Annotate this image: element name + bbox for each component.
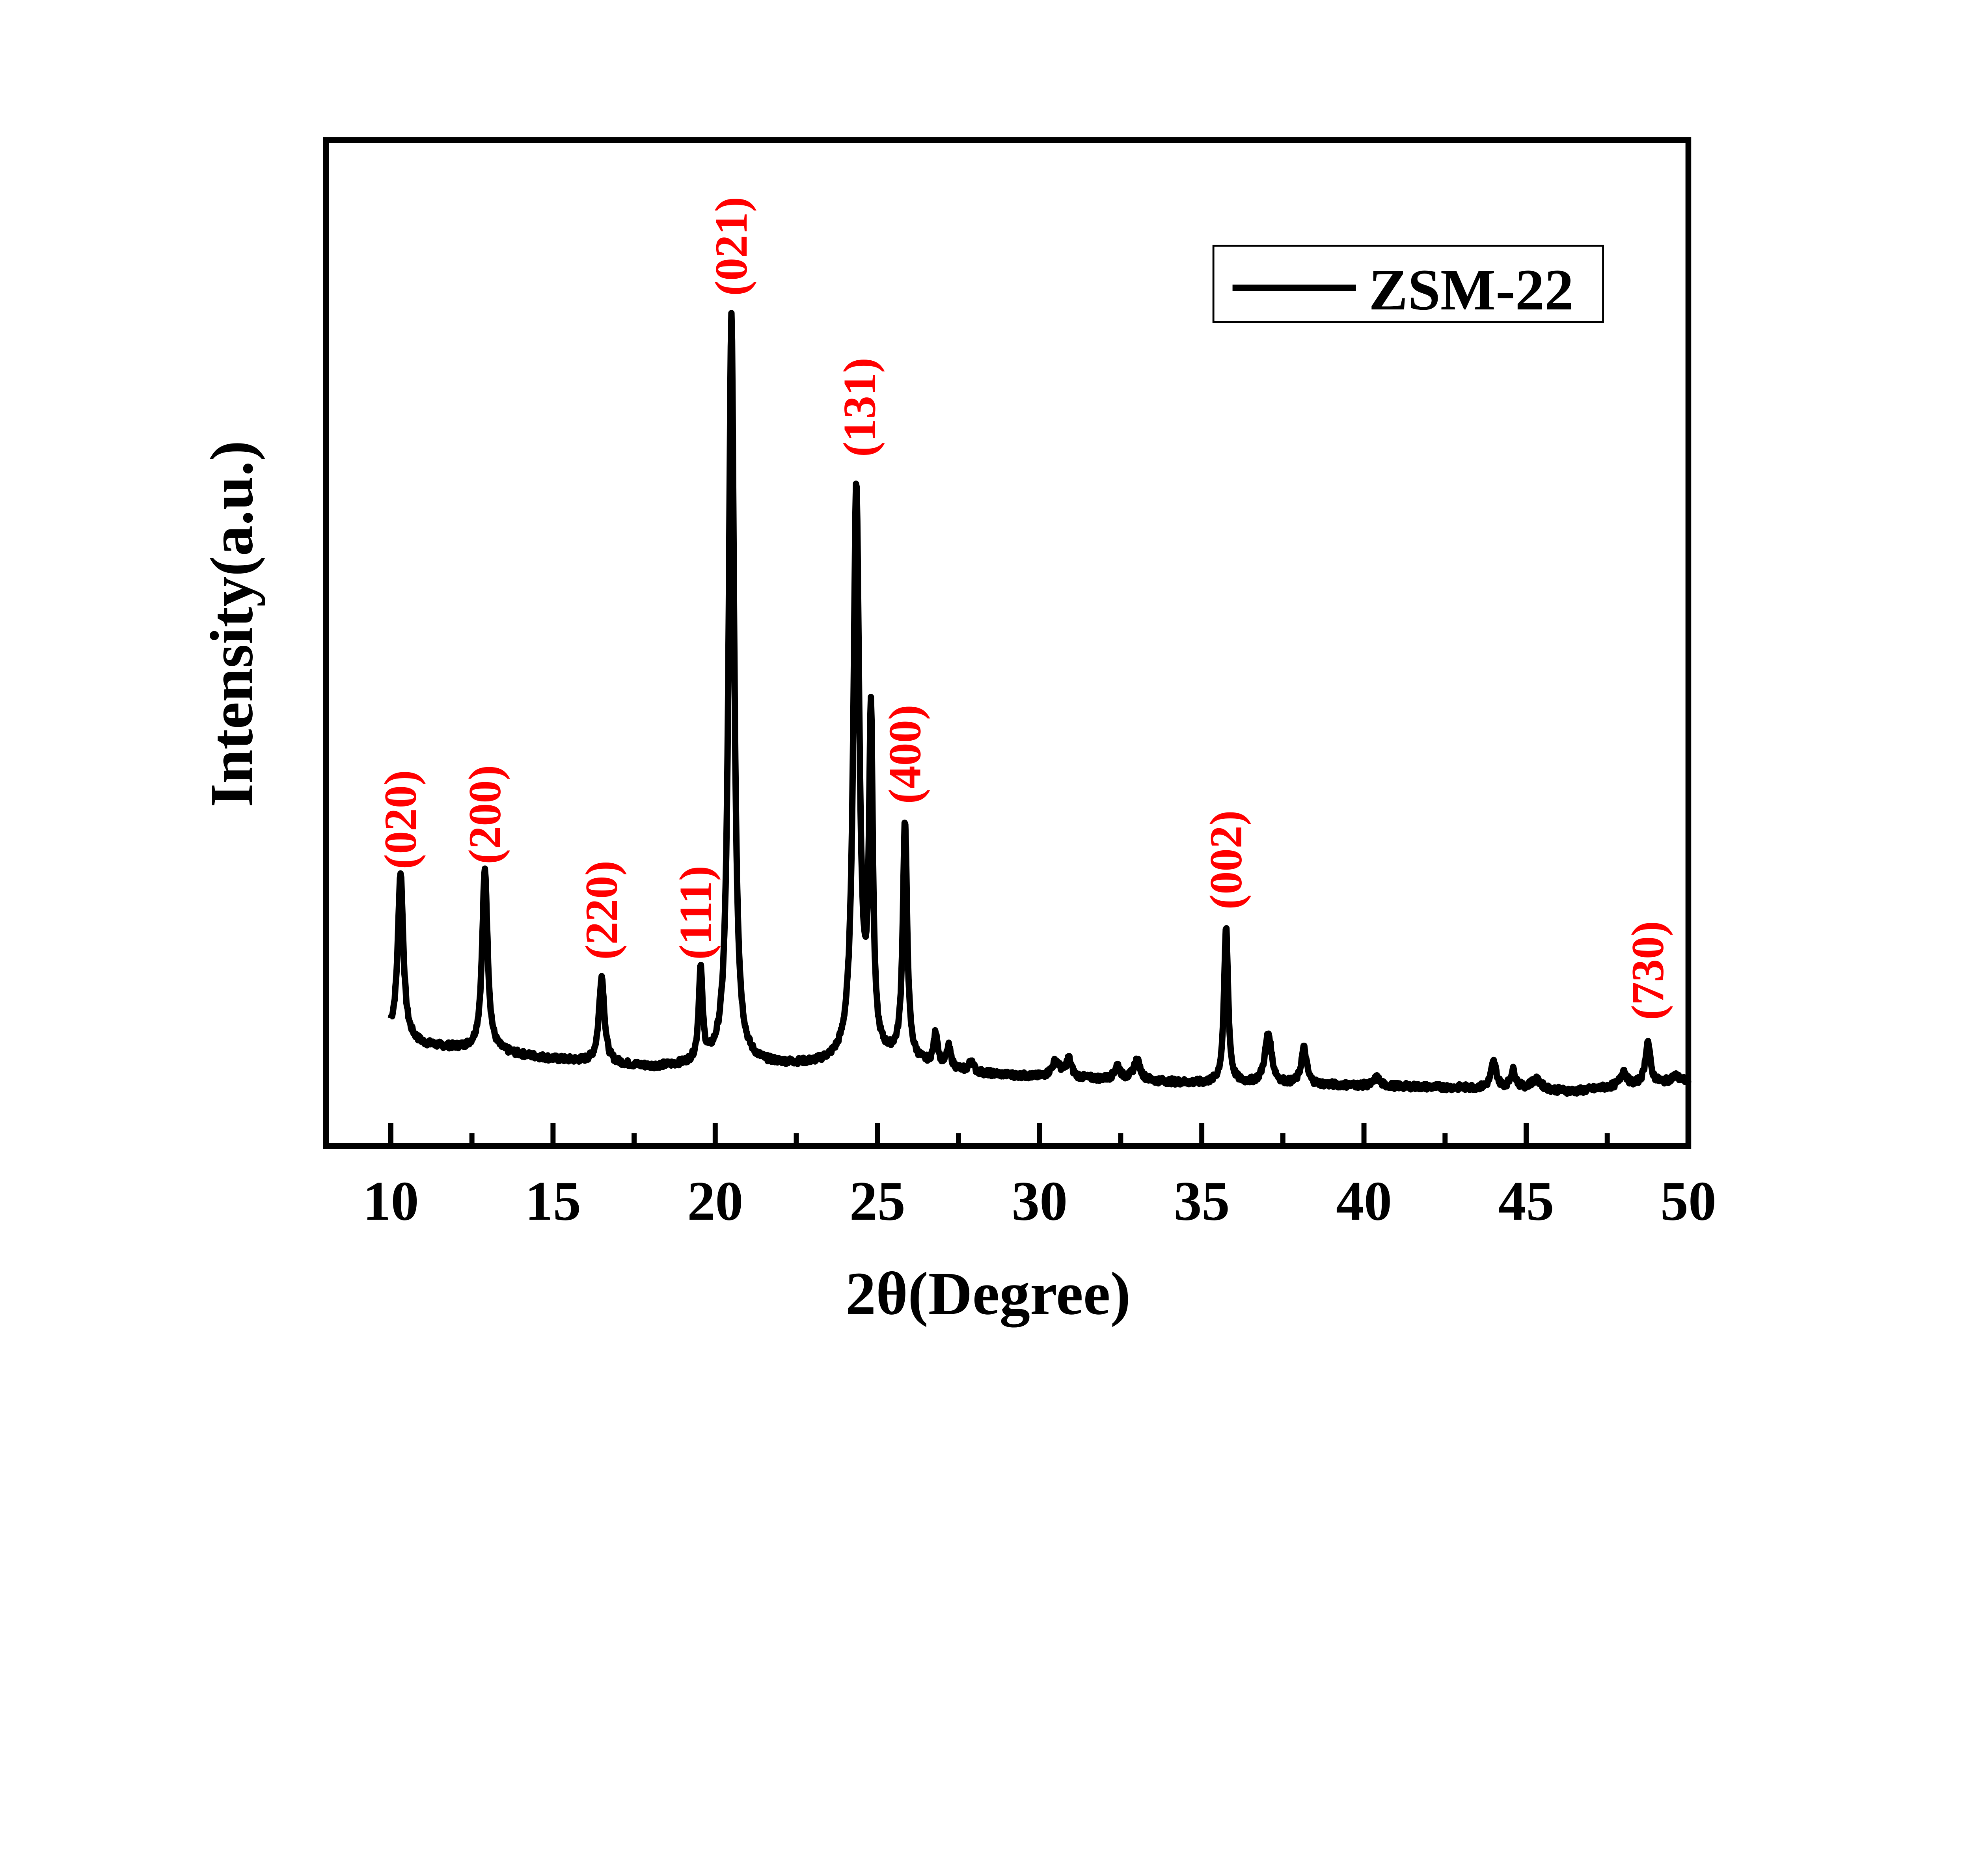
legend-label-zsm-22: ZSM-22 <box>1369 258 1574 322</box>
plot-frame <box>323 137 1692 1149</box>
x-tick-label: 15 <box>525 1170 581 1232</box>
x-tick-label: 30 <box>1012 1170 1067 1232</box>
legend-box <box>1212 244 1604 323</box>
peak-label: (002) <box>1201 810 1252 909</box>
x-tick-label: 50 <box>1660 1170 1716 1232</box>
x-tick-label: 20 <box>687 1170 743 1232</box>
x-tick-label: 25 <box>850 1170 905 1232</box>
xrd-chart: 10 15 20 25 30 35 40 45 50 (020) (200) (220) (111) (… <box>197 137 1716 1328</box>
peak-label: (400) <box>879 705 930 804</box>
peak-label: (111) <box>671 866 721 960</box>
peak-label: (020) <box>375 770 426 869</box>
x-tick-label: 45 <box>1498 1170 1554 1232</box>
peak-label: (220) <box>576 861 627 960</box>
legend: ZSM-22 <box>1212 244 1604 323</box>
x-tick-label: 10 <box>363 1170 419 1232</box>
peak-label: (021) <box>706 197 757 296</box>
x-axis-title: 2θ(Degree) <box>846 1259 1131 1327</box>
x-tick-label: 40 <box>1336 1170 1392 1232</box>
peak-label: (200) <box>460 765 510 864</box>
series-line-zsm-22 <box>387 310 1692 1097</box>
y-axis-title: Intensity(a.u.) <box>198 441 266 807</box>
peak-label: (730) <box>1623 921 1673 1020</box>
x-tick-label: 35 <box>1174 1170 1230 1232</box>
peak-label: (131) <box>834 358 885 457</box>
